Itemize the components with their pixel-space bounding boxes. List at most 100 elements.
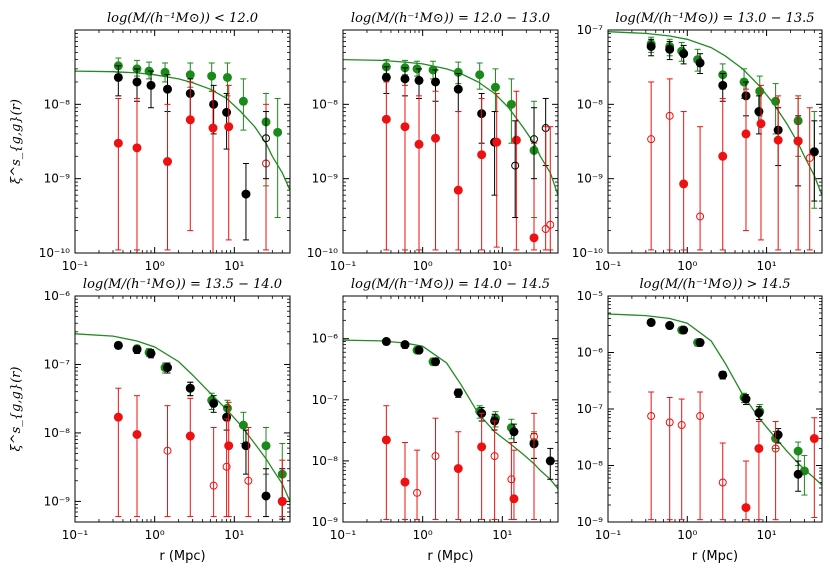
y-tick-label: 10⁻⁸ (312, 97, 339, 111)
black-point (509, 427, 519, 437)
black-point (163, 363, 173, 373)
black-point (646, 41, 656, 51)
panel-data (75, 333, 290, 520)
black-point (431, 357, 441, 367)
black-point (453, 84, 463, 94)
black-point (665, 321, 675, 331)
red-open-point (665, 418, 674, 427)
red-open-point (507, 475, 516, 484)
green-point (793, 446, 803, 456)
y-tick-label: 10⁻⁹ (312, 515, 339, 529)
black-point (146, 80, 156, 90)
model-curve (608, 313, 822, 486)
black-point (773, 430, 783, 440)
y-axis-label: ξ^s_{g,g}(r) (9, 99, 24, 184)
red-point (477, 150, 487, 160)
panel-2: log(M/(h⁻¹M⊙)) = 12.0 − 13.0 10⁻¹ 10⁰ 10¹ 10… (307, 11, 559, 273)
black-point (222, 107, 232, 117)
black-point (400, 340, 410, 350)
panel-data (343, 58, 558, 251)
red-point (509, 494, 519, 504)
red-point (185, 115, 195, 125)
y-tick-label: 10⁻¹⁰ (39, 246, 70, 260)
red-point (400, 477, 410, 487)
red-point (414, 139, 424, 149)
y-tick-label: 10⁻⁹ (577, 515, 604, 529)
y-axis-label: ξ^s_{g,g}(r) (9, 367, 24, 452)
panel-title: log(M/(h⁻¹M⊙)) = 14.0 − 14.5 (351, 277, 550, 292)
red-point (431, 133, 441, 143)
red-point (381, 114, 391, 124)
y-tick-label: 10⁻⁹ (577, 172, 604, 186)
y-tick-label: 10⁻¹⁰ (572, 246, 603, 260)
black-point (132, 345, 142, 355)
panel-1: log(M/(h⁻¹M⊙)) < 12.0 10⁻¹ 10⁰ 10¹ 10⁻¹⁰ 10⁻⁹… (9, 11, 291, 273)
panel-frame (342, 295, 559, 523)
red-point (793, 136, 803, 146)
black-point (646, 317, 656, 327)
red-open-point (696, 212, 705, 221)
x-axis-label: r (Mpc) (159, 549, 205, 564)
panel-4: log(M/(h⁻¹M⊙)) = 13.5 − 14.0 10⁻¹ 10⁰ 10¹ 10… (9, 277, 291, 564)
y-tick-label: 10⁻⁸ (312, 454, 339, 468)
panel-frame (74, 295, 291, 523)
x-tick-label: 10¹ (224, 259, 244, 273)
model-curve (75, 70, 290, 191)
red-point (113, 412, 123, 422)
red-open-point (530, 432, 539, 441)
red-open-point (647, 135, 656, 144)
y-tick-label: 10⁻⁶ (312, 332, 339, 346)
black-open-point (511, 161, 520, 170)
x-tick-label: 10¹ (492, 259, 512, 273)
green-point (185, 70, 195, 80)
y-tick-label: 10⁻⁷ (577, 23, 604, 37)
x-tick-label: 10⁻¹ (595, 528, 622, 542)
green-point (755, 86, 765, 96)
green-point (222, 72, 232, 82)
black-point (695, 338, 705, 348)
black-open-point (262, 134, 271, 143)
red-point (477, 442, 487, 452)
panel-data (608, 313, 822, 521)
panel-5: log(M/(h⁻¹M⊙)) = 14.0 − 14.5 10⁻¹ 10⁰ 10¹ 10… (312, 277, 559, 564)
red-point (511, 135, 521, 145)
x-axis-label: r (Mpc) (692, 549, 738, 564)
panel-title: log(M/(h⁻¹M⊙)) = 12.0 − 13.0 (351, 11, 550, 26)
red-point (718, 151, 728, 161)
green-point (273, 127, 283, 137)
green-point (238, 96, 248, 106)
panel-frame (74, 29, 291, 254)
black-point (754, 408, 764, 418)
red-open-point (244, 476, 253, 485)
black-point (414, 75, 424, 85)
y-tick-label: 10⁻⁶ (44, 289, 71, 303)
red-open-point (805, 153, 814, 162)
red-point (163, 157, 173, 167)
black-point (146, 348, 156, 358)
x-tick-label: 10¹ (224, 528, 244, 542)
black-point (809, 147, 819, 157)
black-point (793, 469, 803, 479)
black-point (695, 58, 705, 68)
red-point (741, 129, 751, 139)
x-tick-label: 10⁰ (413, 259, 433, 273)
panel-data (75, 57, 290, 253)
x-tick-label: 10⁻¹ (62, 259, 89, 273)
red-point (185, 431, 195, 441)
model-curve (343, 339, 558, 490)
green-point (771, 96, 781, 106)
red-point (741, 503, 751, 513)
x-tick-label: 10⁻¹ (330, 259, 357, 273)
panel-title: log(M/(h⁻¹M⊙)) < 12.0 (107, 11, 258, 26)
red-point (277, 496, 287, 506)
green-point (475, 70, 485, 80)
panel-title: log(M/(h⁻¹M⊙)) = 13.0 − 13.5 (615, 11, 814, 26)
panel-frame (607, 29, 823, 254)
black-point (113, 340, 123, 350)
x-tick-label: 10⁰ (677, 528, 697, 542)
panel-6: log(M/(h⁻¹M⊙)) > 14.5 10⁻¹ 10⁰ 10¹ 10⁻⁹ 10⁻⁸ 1… (577, 277, 823, 564)
x-tick-label: 10⁰ (413, 528, 433, 542)
panel-data (343, 337, 558, 520)
y-tick-label: 10⁻⁵ (577, 289, 604, 303)
